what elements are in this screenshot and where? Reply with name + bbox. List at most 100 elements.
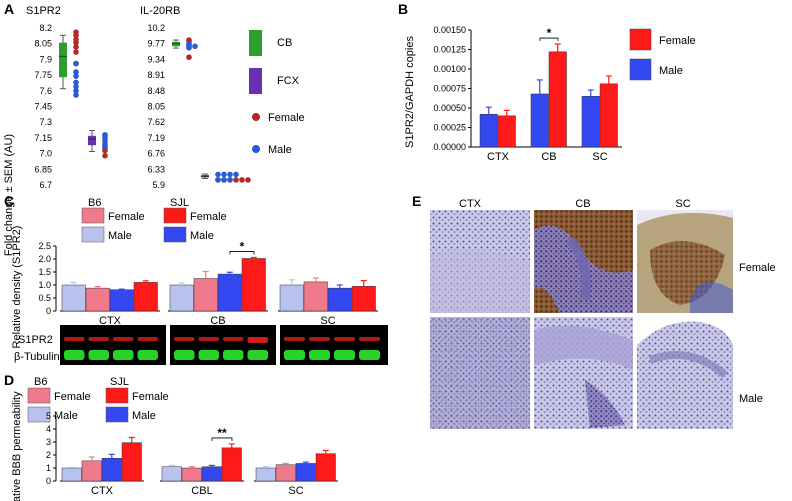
- panel-c-y-axis-label: Relative density (S1PR2): [11, 226, 23, 349]
- panel-c-bar: [327, 287, 352, 312]
- blot-band-tubulin: [64, 350, 85, 360]
- panel-a-female-point: [233, 177, 239, 183]
- panel-a-male-point: [215, 171, 221, 178]
- panel-c-bar: [85, 287, 110, 312]
- panel-d-plot: 5 4 3 2 1 0 CTX CBL ** SC: [46, 411, 338, 497]
- blot-band-s1pr2: [247, 337, 268, 343]
- panel-c-ytick-label: 0: [46, 306, 51, 316]
- panel-a-male-point: [73, 60, 79, 67]
- panel-a-female-point: [239, 177, 245, 183]
- panel-a-female-point: [186, 54, 192, 61]
- panel-letter-c: C: [4, 193, 14, 209]
- panel-a-female-point: [73, 39, 79, 46]
- panel-a-male-point: [186, 44, 192, 51]
- panel-a-s1pr2-title: S1PR2: [26, 5, 61, 17]
- micrograph-male-sc: [637, 317, 733, 429]
- blot-band-tubulin: [174, 350, 195, 360]
- panel-b-ytick-label: 0.00025: [433, 123, 466, 133]
- panel-d-legend-sjl-female: [105, 387, 129, 404]
- panel-c-group-sjl: SJL: [170, 197, 189, 209]
- panel-d-y-axis-label: Relative BBB permeability: [11, 391, 23, 501]
- panel-c-bar: [217, 273, 242, 312]
- panel-b-ytick-label: 0.00100: [433, 64, 466, 74]
- blot-band-tubulin: [359, 350, 380, 360]
- panel-a-y-axis-label: Fold change ± SEM (AU): [3, 134, 15, 256]
- legend-female-label: Female: [268, 112, 305, 124]
- panel-b-legend-female-label: Female: [659, 35, 696, 47]
- panel-b-plot: 0.00150 0.00125 0.00100 0.00075 0.00050 0.000…: [433, 25, 622, 163]
- panel-d-x-label: SC: [288, 485, 303, 497]
- panel-d-legend-b6-female-label: Female: [54, 391, 91, 403]
- blot-band-s1pr2: [64, 337, 85, 341]
- panel-e-col-ctx: CTX: [459, 198, 482, 210]
- panel-c-legend-b6-male: [81, 226, 105, 243]
- panel-b-ytick-label: 0.00000: [433, 142, 466, 152]
- panel-c-bar: [133, 282, 158, 312]
- western-blots: [60, 325, 388, 365]
- panel-a-male-point: [227, 177, 233, 183]
- panel-c-bar: [241, 258, 266, 312]
- panel-a-ytick-label: 9.34: [147, 54, 165, 64]
- micrograph-male-cb: [534, 317, 633, 429]
- panel-c-bar: [109, 289, 134, 312]
- panel-a-male-point: [73, 83, 79, 90]
- panel-d-ytick-label: 4: [46, 424, 51, 434]
- panel-c-bar: [193, 278, 218, 312]
- panel-d-x-label: CTX: [91, 485, 114, 497]
- panel-c-legend-b6-male-label: Male: [108, 230, 132, 242]
- panel-a-female-point: [73, 44, 79, 50]
- blot-band-s1pr2: [113, 337, 134, 341]
- panel-a-ytick-label: 7.62: [147, 117, 165, 127]
- panel-a-male-point: [221, 171, 227, 178]
- panel-a-male-point: [233, 171, 239, 178]
- panel-d-legend-b6-female: [27, 387, 51, 404]
- panel-d-legend-sjl-male-label: Male: [132, 410, 156, 422]
- micrograph-female-sc: [637, 210, 733, 313]
- panel-c-x-label: CB: [210, 315, 225, 327]
- blot-band-tubulin: [88, 350, 109, 360]
- panel-e-row-female: Female: [739, 262, 776, 274]
- panel-d-bar: [275, 464, 296, 482]
- panel-b-x-label: CB: [541, 151, 556, 163]
- blot-band-s1pr2: [334, 337, 355, 341]
- panel-a-ytick-label: 7.6: [39, 86, 52, 96]
- panel-a-female-point: [73, 32, 79, 39]
- blot-band-s1pr2: [198, 337, 219, 341]
- panel-d-ytick-label: 1: [46, 463, 51, 473]
- panel-c-ytick-label: 0.5: [38, 293, 51, 303]
- panel-c-x-label: CTX: [99, 315, 122, 327]
- panel-d-ytick-label: 5: [46, 411, 51, 421]
- legend-male-label: Male: [268, 144, 292, 156]
- panel-letter-e: E: [412, 193, 421, 209]
- panel-c-ytick-label: 1.0: [38, 280, 51, 290]
- panel-e-col-cb: CB: [575, 198, 590, 210]
- panel-c-bar: [279, 284, 304, 312]
- panel-b-ytick-label: 0.00050: [433, 103, 466, 113]
- panel-d-bar: [181, 467, 202, 482]
- panel-c-group-b6: B6: [88, 197, 101, 209]
- panel-b-bar: [497, 115, 516, 148]
- panel-a-ytick-label: 7.3: [39, 117, 52, 127]
- panel-b-ytick-label: 0.00125: [433, 45, 466, 55]
- panel-d-bar: [101, 458, 122, 482]
- panel-e-col-sc: SC: [675, 198, 690, 210]
- panel-a-ytick-label: 6.76: [147, 149, 165, 159]
- panel-d-bar: [61, 467, 82, 482]
- blot-band-tubulin: [334, 350, 355, 360]
- blot-band-s1pr2: [309, 337, 330, 341]
- panel-c-bar: [61, 284, 86, 312]
- panel-d-bar: [221, 447, 242, 482]
- panel-c-bar: [303, 281, 328, 312]
- panel-a-male-point: [192, 43, 198, 50]
- panel-d-ytick-label: 0: [46, 476, 51, 486]
- panel-b-legend-female-swatch: [629, 28, 652, 51]
- micrograph-male-ctx: [430, 317, 530, 429]
- panel-d-bar: [161, 466, 182, 482]
- legend-male-dot: [252, 145, 260, 153]
- panel-c-bar: [169, 284, 194, 312]
- panel-a-ytick-label: 8.05: [147, 102, 165, 112]
- panel-b-y-axis-label: S1PR2/GAPDH copies: [404, 36, 416, 148]
- panel-b-bar: [548, 51, 567, 148]
- panel-a-plot: 8.2 8.05 7.9 7.75 7.6 7.45 7.3 7.15 7.0 6.85 6.7 10…: [34, 23, 251, 190]
